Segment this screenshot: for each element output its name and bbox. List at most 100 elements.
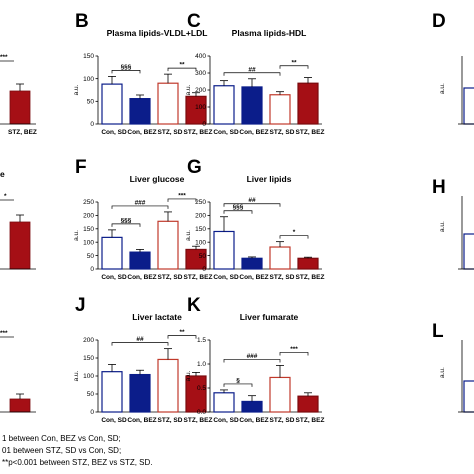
panel-G-sig-label: §§§ bbox=[233, 204, 244, 211]
left-partial-panels: *** STZ, BEZ e * *** bbox=[0, 54, 37, 413]
right-partial-panels: D a.u. H a.u. L a.u. bbox=[432, 11, 474, 413]
panel-F: F Liver glucose a.u. 0 50 100 150 200 250 Con, SD… bbox=[73, 157, 212, 281]
panel-G-ytick-label: 0 bbox=[202, 266, 206, 273]
panel-B-title: Plasma lipids-VLDL+LDL bbox=[107, 28, 208, 38]
panel-K-sig-bracket bbox=[223, 383, 253, 387]
panel-letter-B: B bbox=[75, 11, 89, 32]
panel-J: J Liver lactate a.u. 0 50 100 150 200 Con, SD Con… bbox=[73, 295, 212, 424]
panel-J-sig-label: ** bbox=[179, 329, 185, 336]
panel-B-ylabel: a.u. bbox=[73, 84, 80, 95]
panel-F-category: Con, BEZ bbox=[127, 274, 156, 281]
panel-K-ytick-label: 1.5 bbox=[197, 337, 206, 344]
panel-B-ytick-label: 50 bbox=[87, 99, 95, 106]
panel-J-category: STZ, BEZ bbox=[184, 417, 213, 424]
panel-B-bar bbox=[129, 98, 151, 125]
panel-letter-G: G bbox=[187, 157, 202, 178]
panel-B-sig-bracket bbox=[111, 70, 141, 74]
panel-J-ytick-label: 200 bbox=[83, 337, 94, 344]
panel-G-category: STZ, SD bbox=[270, 274, 295, 281]
panel-C-category: STZ, BEZ bbox=[296, 129, 325, 136]
left-row3-bar bbox=[9, 398, 31, 413]
panel-F-sig-label: ### bbox=[135, 199, 146, 206]
panel-K-title: Liver fumarate bbox=[240, 312, 299, 322]
panel-H-ylabel: a.u. bbox=[439, 221, 446, 232]
panel-F-category: STZ, SD bbox=[158, 274, 183, 281]
panel-C-sig-label: ** bbox=[291, 59, 297, 66]
panel-G-sig-bracket bbox=[223, 210, 253, 214]
panel-G-sig-bracket bbox=[223, 203, 281, 207]
panel-J-ytick-label: 100 bbox=[83, 373, 94, 380]
panel-K-sig-bracket bbox=[279, 352, 309, 356]
panel-F-sig-label: §§§ bbox=[121, 217, 132, 224]
panel-F-ytick-label: 200 bbox=[83, 213, 94, 220]
panel-B-sig-bracket bbox=[167, 67, 197, 72]
panel-C-bar bbox=[269, 94, 291, 125]
panel-J-ytick-label: 50 bbox=[87, 391, 95, 398]
panel-J-bar bbox=[101, 371, 123, 413]
panel-J-title: Liver lactate bbox=[132, 312, 182, 322]
footnote-line-2: 01 between STZ, SD vs Con, SD; bbox=[2, 446, 122, 455]
panel-J-sig-bracket bbox=[111, 342, 169, 346]
panel-G-ytick-label: 200 bbox=[195, 213, 206, 220]
panel-G-ylabel: a.u. bbox=[185, 230, 192, 241]
panel-C-bar bbox=[213, 85, 235, 125]
panel-F-ytick-label: 150 bbox=[83, 226, 94, 233]
panel-F-sig-bracket bbox=[167, 198, 197, 202]
panel-K-category: STZ, BEZ bbox=[296, 417, 325, 424]
panel-K-category: Con, SD bbox=[213, 417, 239, 424]
panel-F-category: Con, SD bbox=[101, 274, 127, 281]
footnote-line-1: 1 between Con, BEZ vs Con, SD; bbox=[2, 434, 121, 443]
panel-C-ytick-label: 400 bbox=[195, 53, 206, 60]
panel-J-category: Con, SD bbox=[101, 417, 127, 424]
panel-C: C Plasma lipids-HDL a.u. 0 100 200 300 400 Con, … bbox=[185, 11, 324, 136]
panel-F-category: STZ, BEZ bbox=[184, 274, 213, 281]
panel-letter-L: L bbox=[432, 321, 444, 342]
panel-J-bar bbox=[129, 373, 151, 413]
panel-C-ytick-label: 100 bbox=[195, 104, 206, 111]
panel-B-ytick-label: 0 bbox=[90, 121, 94, 128]
panel-C-ylabel: a.u. bbox=[185, 84, 192, 95]
panel-D-bar bbox=[463, 87, 474, 125]
panel-C-sig-bracket bbox=[279, 65, 309, 69]
panel-K-sig-bracket bbox=[223, 359, 281, 363]
panel-K: K Liver fumarate a.u. 0.0 0.5 1.0 1.5 Con, SD Co… bbox=[185, 295, 324, 424]
panel-G-bar bbox=[269, 246, 291, 270]
panel-C-bar bbox=[241, 86, 263, 125]
left-row1-bar bbox=[9, 90, 31, 125]
panel-K-ytick-label: 1.0 bbox=[197, 361, 206, 368]
panel-letter-C: C bbox=[187, 11, 201, 32]
panel-G-ytick-label: 150 bbox=[195, 226, 206, 233]
panel-F-title: Liver glucose bbox=[130, 174, 185, 184]
panel-G-ytick-label: 100 bbox=[195, 239, 206, 246]
panel-C-category: Con, BEZ bbox=[239, 129, 268, 136]
panel-G-sig-label: ## bbox=[248, 197, 256, 204]
panel-letter-D: D bbox=[432, 11, 446, 32]
panel-C-ytick-label: 300 bbox=[195, 70, 206, 77]
panel-J-ytick-label: 150 bbox=[83, 355, 94, 362]
panel-G-bar bbox=[241, 257, 263, 270]
left-row1-sig: *** bbox=[0, 54, 8, 61]
panel-F-ytick-label: 100 bbox=[83, 239, 94, 246]
panel-C-sig-label: ## bbox=[248, 66, 256, 73]
panel-B: B Plasma lipids-VLDL+LDL a.u. 0 50 100 150 Con,… bbox=[73, 11, 212, 136]
panel-C-ytick-label: 0 bbox=[202, 121, 206, 128]
panel-L-ylabel: a.u. bbox=[439, 367, 446, 378]
panel-J-bar bbox=[157, 358, 179, 413]
panel-C-sig-bracket bbox=[223, 72, 281, 76]
panel-F-bar bbox=[101, 236, 123, 270]
panel-G-sig-bracket bbox=[279, 235, 309, 239]
panel-C-category: STZ, SD bbox=[270, 129, 295, 136]
panel-G-bar bbox=[213, 230, 235, 270]
panel-C-category: Con, SD bbox=[213, 129, 239, 136]
panel-K-ytick-label: 0.0 bbox=[197, 409, 206, 416]
panel-J-ylabel: a.u. bbox=[73, 370, 80, 381]
panel-letter-H: H bbox=[432, 177, 446, 198]
panel-K-sig-label: § bbox=[236, 377, 240, 384]
panel-F-bar bbox=[129, 251, 151, 270]
panel-K-sig-label: *** bbox=[290, 346, 298, 353]
panel-K-category: Con, BEZ bbox=[239, 417, 268, 424]
panel-G-category: STZ, BEZ bbox=[296, 274, 325, 281]
panel-D-ylabel: a.u. bbox=[439, 83, 446, 94]
panel-G: G Liver lipids a.u. 0 50 100 150 200 250 Con, SD C… bbox=[185, 157, 324, 281]
left-row3-sig: *** bbox=[0, 330, 8, 337]
